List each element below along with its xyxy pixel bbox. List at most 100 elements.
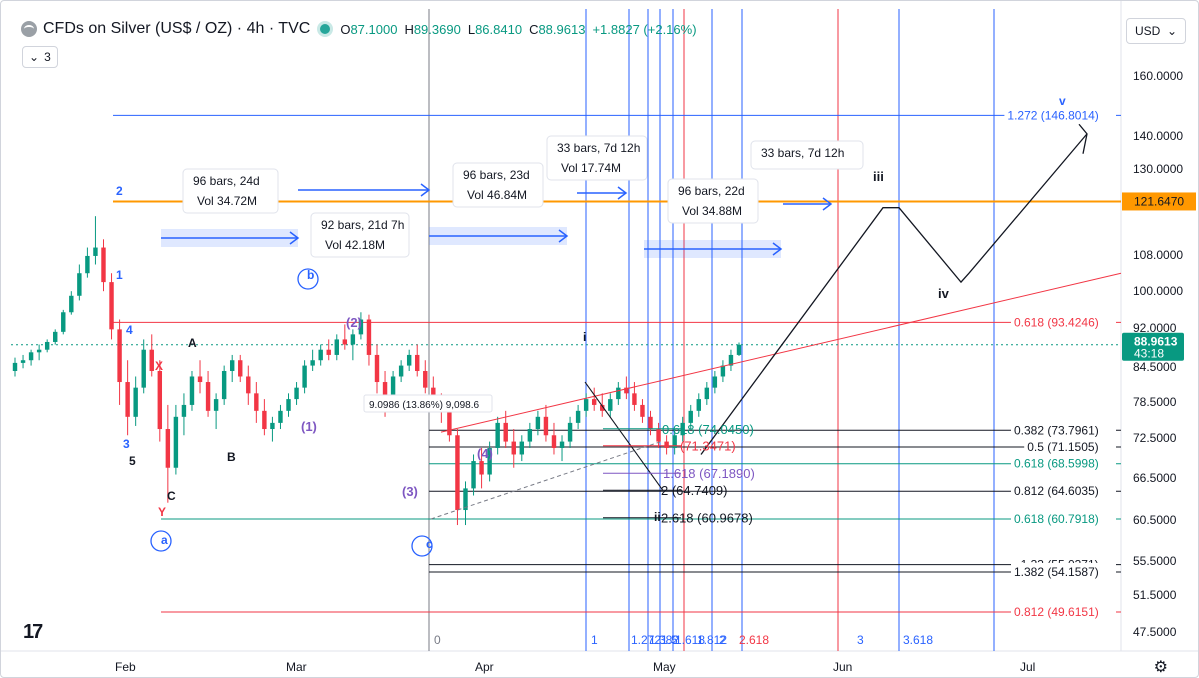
arrow-head xyxy=(1078,123,1088,154)
y-tick-label: 160.0000 xyxy=(1133,69,1183,83)
gear-icon[interactable]: ⚙ xyxy=(1153,659,1168,676)
candle-body xyxy=(229,360,235,372)
candle-body xyxy=(447,410,452,436)
candle-body xyxy=(286,399,291,411)
time-cycle-label: 3.618 xyxy=(903,633,933,647)
time-cycle-label: 0 xyxy=(434,633,441,647)
time-cycle-label: 2.618 xyxy=(739,633,769,647)
candle-body xyxy=(406,354,412,366)
measure-box-line2: Vol 17.74M xyxy=(561,161,621,175)
fib-level-label: 0.618 (93.4246) xyxy=(1014,315,1099,329)
candle-body xyxy=(688,410,693,423)
measure-box xyxy=(310,212,410,258)
wave-label: 5 xyxy=(129,454,136,468)
candle-body xyxy=(567,422,573,442)
annotation-box xyxy=(363,394,493,413)
time-cycle-label: 3 xyxy=(857,633,864,647)
wave-label: iv xyxy=(938,286,950,301)
indicator-count: 3 xyxy=(44,50,51,64)
candle-body xyxy=(591,399,597,405)
candle-body xyxy=(197,376,203,383)
candle-body xyxy=(696,399,701,411)
candle-body xyxy=(125,382,130,417)
wave-label: B xyxy=(227,450,236,464)
candle-body xyxy=(382,382,388,400)
fib-label-bg xyxy=(1011,482,1116,499)
measure-arrow-head xyxy=(822,197,833,211)
candle-body xyxy=(109,282,114,330)
chart-title[interactable]: CFDs on Silver (US$ / OZ) · 4h · TVC xyxy=(43,20,311,37)
candle-body xyxy=(36,349,42,353)
candle-body xyxy=(93,247,98,256)
measure-box-line2: Vol 46.84M xyxy=(467,188,527,202)
wave-circle-marker xyxy=(150,530,172,552)
y-tick-label: 140.0000 xyxy=(1133,129,1183,143)
fib-level-label: 0.5 (71.1505) xyxy=(1027,440,1098,454)
currency-label: USD xyxy=(1135,24,1161,38)
price-tag-orange xyxy=(1122,192,1196,211)
tradingview-logo[interactable]: 17 xyxy=(23,621,43,643)
mid-fib-label: 1.618 (67.1890) xyxy=(663,466,755,481)
fib-label-bg xyxy=(1011,603,1116,620)
y-tick-label: 100.0000 xyxy=(1133,284,1183,298)
y-tick-label: 78.5000 xyxy=(1133,395,1177,409)
candle-body xyxy=(415,354,420,372)
wave-label: ii xyxy=(654,510,661,524)
measure-box-line2: Vol 34.72M xyxy=(197,194,257,208)
candle-body xyxy=(254,393,259,411)
candle-body xyxy=(28,352,34,361)
indicators-collapse-button[interactable]: ⌄ 3 xyxy=(22,46,58,68)
candle-body xyxy=(77,273,82,296)
x-tick-label: Feb xyxy=(115,660,136,674)
wave-label: i xyxy=(583,330,586,344)
fib-label-bg xyxy=(1011,313,1116,330)
measure-arrow-head xyxy=(772,242,783,256)
candle-body xyxy=(503,422,508,442)
candle-body xyxy=(350,334,356,345)
measure-arrow-head xyxy=(617,186,628,200)
candle-body xyxy=(648,416,653,430)
candle-body xyxy=(511,441,516,455)
candle-body xyxy=(423,371,428,388)
time-cycle-label: 1.5 xyxy=(661,633,678,647)
wave-circle-marker xyxy=(411,535,433,557)
wave-label: A xyxy=(188,336,197,350)
measure-box-line1: 96 bars, 22d xyxy=(678,184,745,198)
wave-label: Y xyxy=(158,505,166,519)
candle-body xyxy=(640,404,645,417)
candle-body xyxy=(600,404,605,411)
candle-body xyxy=(575,410,581,423)
candle-body xyxy=(471,461,476,489)
candle-body xyxy=(149,349,154,372)
candle-body xyxy=(672,435,677,448)
ohlc-readout: O87.1000 H89.3690 L86.8410 C88.9613 +1.8… xyxy=(340,22,696,37)
measure-arrow-head xyxy=(289,231,300,245)
candle-body xyxy=(278,410,283,423)
fib-level-label: 1.382 (54.1587) xyxy=(1014,565,1099,579)
measure-arrow-head xyxy=(420,183,431,197)
wave-label: (3) xyxy=(402,484,418,499)
y-tick-label: 55.5000 xyxy=(1133,554,1177,568)
wave-projection-path xyxy=(700,133,1088,455)
open-key: O xyxy=(340,21,351,37)
candle-body xyxy=(479,461,484,475)
x-tick-label: Apr xyxy=(475,660,494,674)
measure-box-line2: Vol 34.88M xyxy=(682,204,742,218)
low-key: L xyxy=(467,21,476,37)
currency-selector[interactable]: USD ⌄ xyxy=(1126,18,1186,44)
candle-body xyxy=(326,349,331,355)
candle-body xyxy=(334,339,339,355)
countdown-label: 43:18 xyxy=(1134,347,1164,361)
candle-body xyxy=(704,387,710,400)
fib-label-bg xyxy=(1011,562,1116,579)
candle-body xyxy=(69,295,74,313)
fib-label-bg xyxy=(1024,438,1116,455)
wave-label: 3 xyxy=(123,437,130,451)
time-cycle-label: 1.618 xyxy=(675,633,705,647)
fib-label-bg xyxy=(1011,510,1116,527)
mid-fib-label: (71.3471) xyxy=(680,439,736,454)
candle-body xyxy=(535,416,541,430)
candle-body xyxy=(487,447,492,475)
measure-box-line1: 33 bars, 7d 12h xyxy=(557,141,640,155)
